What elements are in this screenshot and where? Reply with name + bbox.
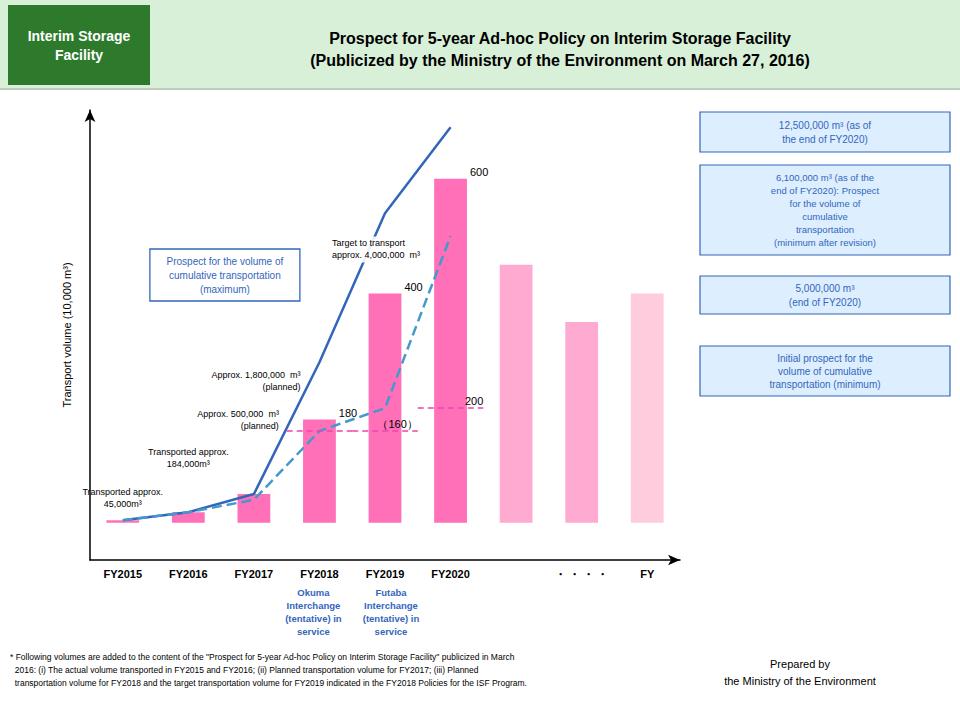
svg-text:the Ministry of the Environmen: the Ministry of the Environment <box>724 675 876 687</box>
svg-text:2016: (i) The actual volume tr: 2016: (i) The actual volume transported … <box>10 665 479 675</box>
svg-text:(end of FY2020): (end of FY2020) <box>789 297 861 308</box>
svg-text:45,000m³: 45,000m³ <box>104 499 142 509</box>
svg-text:Initial prospect for the: Initial prospect for the <box>777 353 873 364</box>
svg-text:Transported approx.: Transported approx. <box>148 447 229 457</box>
svg-text:Okuma: Okuma <box>297 587 330 598</box>
svg-text:FY2019: FY2019 <box>366 568 405 580</box>
svg-text:(minimum after revision): (minimum after revision) <box>774 237 876 248</box>
svg-text:(planned): (planned) <box>262 382 300 392</box>
svg-text:FY2017: FY2017 <box>235 568 274 580</box>
svg-text:FY2015: FY2015 <box>104 568 143 580</box>
svg-text:5,000,000 m³: 5,000,000 m³ <box>796 283 856 294</box>
svg-text:Prepared by: Prepared by <box>770 658 830 670</box>
svg-text:FY2018: FY2018 <box>300 568 339 580</box>
svg-text:Interchange: Interchange <box>287 600 341 611</box>
svg-text:184,000m³: 184,000m³ <box>167 459 210 469</box>
svg-text:(planned): (planned) <box>241 421 279 431</box>
svg-text:（160）: （160） <box>377 418 417 430</box>
svg-text:600: 600 <box>470 166 488 178</box>
svg-text:transportation: transportation <box>796 224 854 235</box>
svg-text:FY2020: FY2020 <box>431 568 470 580</box>
svg-text:transportation (minimum): transportation (minimum) <box>769 379 880 390</box>
svg-text:Approx. 1,800,000 m³: Approx. 1,800,000 m³ <box>211 370 300 380</box>
svg-text:* Following volumes are added: * Following volumes are added to the con… <box>10 652 515 662</box>
svg-text:Futaba: Futaba <box>375 587 407 598</box>
svg-text:Interim Storage: Interim Storage <box>28 28 131 44</box>
svg-text:Approx. 500,000 m³: Approx. 500,000 m³ <box>197 409 279 419</box>
svg-text:(Publicized by the Ministry of: (Publicized by the Ministry of the Envir… <box>310 52 810 69</box>
svg-text:end of FY2020): Prospect: end of FY2020): Prospect <box>771 185 880 196</box>
svg-text:Interchange: Interchange <box>364 600 418 611</box>
svg-text:Prospect for the volume of: Prospect for the volume of <box>167 256 284 267</box>
svg-text:for the volume of: for the volume of <box>790 198 861 209</box>
svg-text:Facility: Facility <box>55 47 103 63</box>
svg-text:12,500,000 m³ (as of: 12,500,000 m³ (as of <box>779 120 871 131</box>
svg-text:transportation volume for FY20: transportation volume for FY2018 and the… <box>10 678 527 688</box>
svg-text:400: 400 <box>404 281 422 293</box>
svg-text:service: service <box>375 626 408 637</box>
svg-text:cumulative: cumulative <box>802 211 847 222</box>
svg-text:Transported approx.: Transported approx. <box>82 487 163 497</box>
svg-text:(tentative) in: (tentative) in <box>363 613 420 624</box>
svg-text:FY: FY <box>640 568 655 580</box>
svg-text:180: 180 <box>339 407 357 419</box>
svg-text:200: 200 <box>465 395 483 407</box>
svg-text:the end of FY2020): the end of FY2020) <box>782 134 868 145</box>
svg-text:approx. 4,000,000 m³: approx. 4,000,000 m³ <box>332 250 420 260</box>
svg-text:Prospect for 5-year Ad-hoc Pol: Prospect for 5-year Ad-hoc Policy on Int… <box>329 30 791 47</box>
svg-text:FY2016: FY2016 <box>169 568 208 580</box>
svg-text:(tentative) in: (tentative) in <box>285 613 342 624</box>
svg-text:・ ・ ・ ・: ・ ・ ・ ・ <box>555 568 608 580</box>
svg-text:Target to transport: Target to transport <box>332 238 406 248</box>
svg-text:Transport volume (10,000 m³): Transport volume (10,000 m³) <box>61 262 73 407</box>
svg-text:service: service <box>297 626 330 637</box>
svg-text:6,100,000 m³ (as of the: 6,100,000 m³ (as of the <box>776 172 874 183</box>
svg-text:(maximum): (maximum) <box>200 284 250 295</box>
svg-text:cumulative transportation: cumulative transportation <box>169 270 281 281</box>
svg-text:volume of cumulative: volume of cumulative <box>778 366 872 377</box>
